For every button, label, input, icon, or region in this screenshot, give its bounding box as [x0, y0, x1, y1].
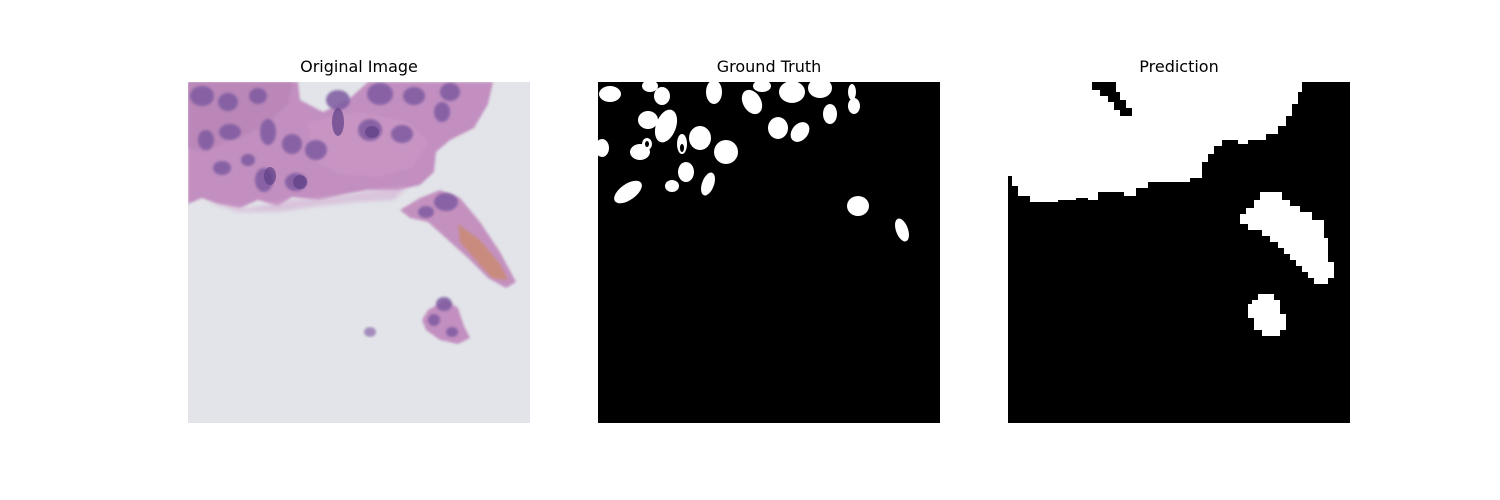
original-tissue-image — [188, 82, 530, 423]
panel-original-image: Original Image — [188, 55, 530, 423]
prediction-mask — [1008, 82, 1350, 423]
panel-title-original: Original Image — [300, 57, 418, 76]
panel-ground-truth: Ground Truth — [598, 55, 940, 423]
ground-truth-mask — [598, 82, 940, 423]
panel-prediction: Prediction — [1008, 55, 1350, 423]
panel-title-ground-truth: Ground Truth — [716, 57, 822, 76]
panel-title-prediction: Prediction — [1139, 57, 1219, 76]
